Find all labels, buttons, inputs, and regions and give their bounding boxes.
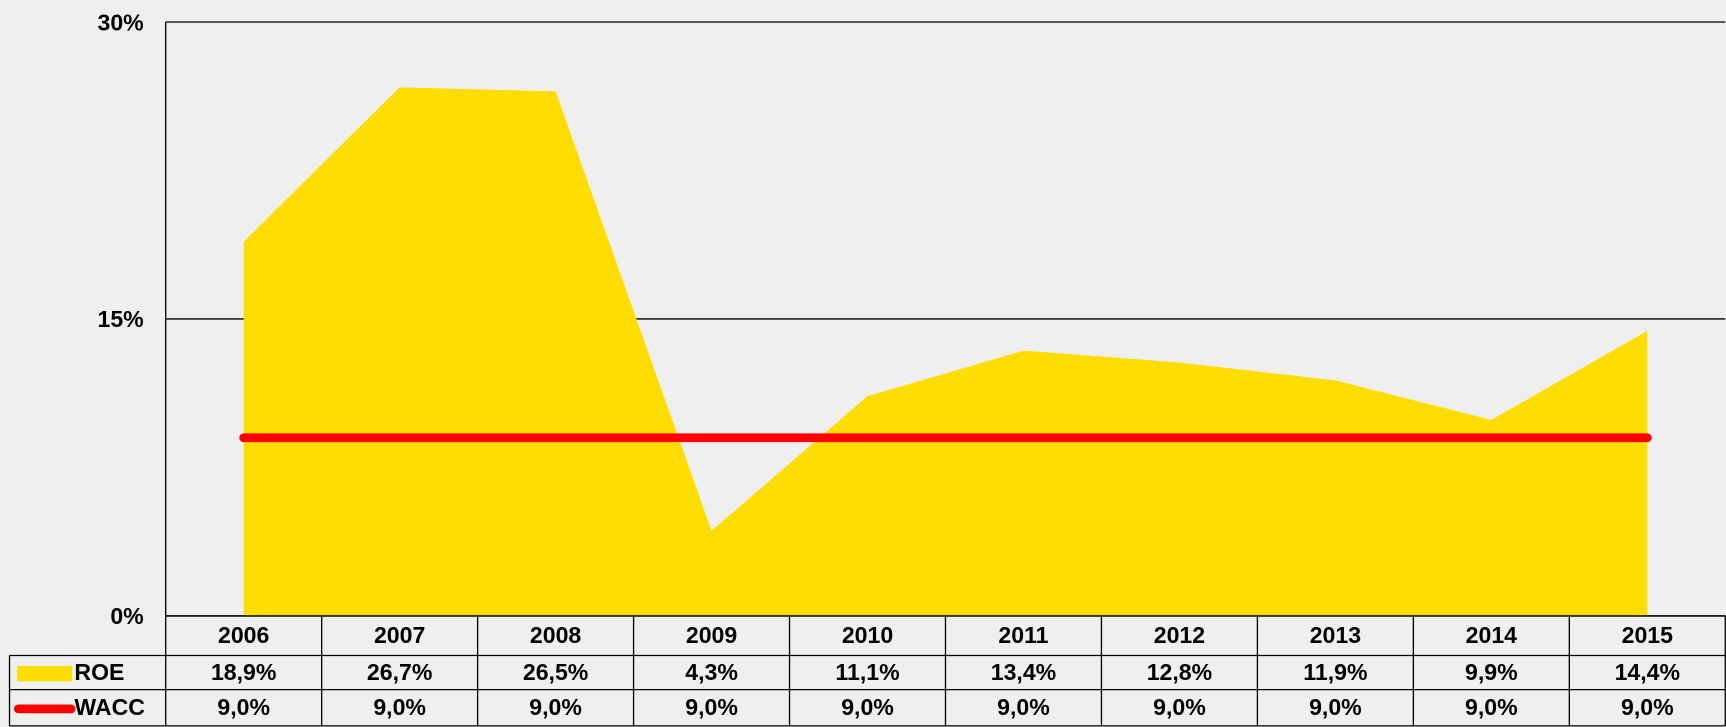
x-tick-label: 2013 (1310, 622, 1361, 648)
data-label: 9,0% (1465, 694, 1518, 720)
data-label: 11,1% (835, 659, 899, 685)
x-tick-label: 2015 (1622, 622, 1674, 648)
data-label: 4,3% (685, 659, 738, 685)
x-tick-label: 2008 (530, 622, 582, 648)
data-label: 26,5% (523, 659, 588, 685)
y-tick-label: 30% (97, 9, 143, 35)
data-label: 9,0% (1153, 694, 1206, 720)
data-label: 12,8% (1147, 659, 1212, 685)
data-label: 9,0% (685, 694, 738, 720)
data-label: 18,9% (211, 659, 276, 685)
legend-label: WACC (74, 694, 145, 720)
legend-key (17, 665, 73, 682)
area (243, 87, 1648, 616)
data-label: 9,0% (373, 694, 426, 720)
x-tick-label: 2006 (218, 622, 269, 648)
data-label: 9,0% (1621, 694, 1674, 720)
y-tick-label: 15% (97, 306, 143, 332)
x-tick-label: 2012 (1154, 622, 1205, 648)
x-tick-label: 2010 (842, 622, 893, 648)
data-label: 11,9% (1303, 659, 1367, 685)
x-tick-label: 2007 (374, 622, 425, 648)
data-label: 9,9% (1465, 659, 1518, 685)
data-label: 14,4% (1615, 659, 1680, 685)
data-label: 13,4% (991, 659, 1056, 685)
data-label: 9,0% (217, 694, 270, 720)
x-tick-label: 2014 (1466, 622, 1518, 648)
y-tick-label: 0% (110, 603, 143, 629)
legend-label: ROE (74, 659, 124, 685)
x-tick-label: 2009 (686, 622, 737, 648)
data-label: 9,0% (1309, 694, 1362, 720)
data-label: 9,0% (841, 694, 894, 720)
data-label: 26,7% (367, 659, 432, 685)
data-label: 9,0% (997, 694, 1050, 720)
data-label: 9,0% (529, 694, 582, 720)
x-tick-label: 2011 (998, 622, 1048, 648)
